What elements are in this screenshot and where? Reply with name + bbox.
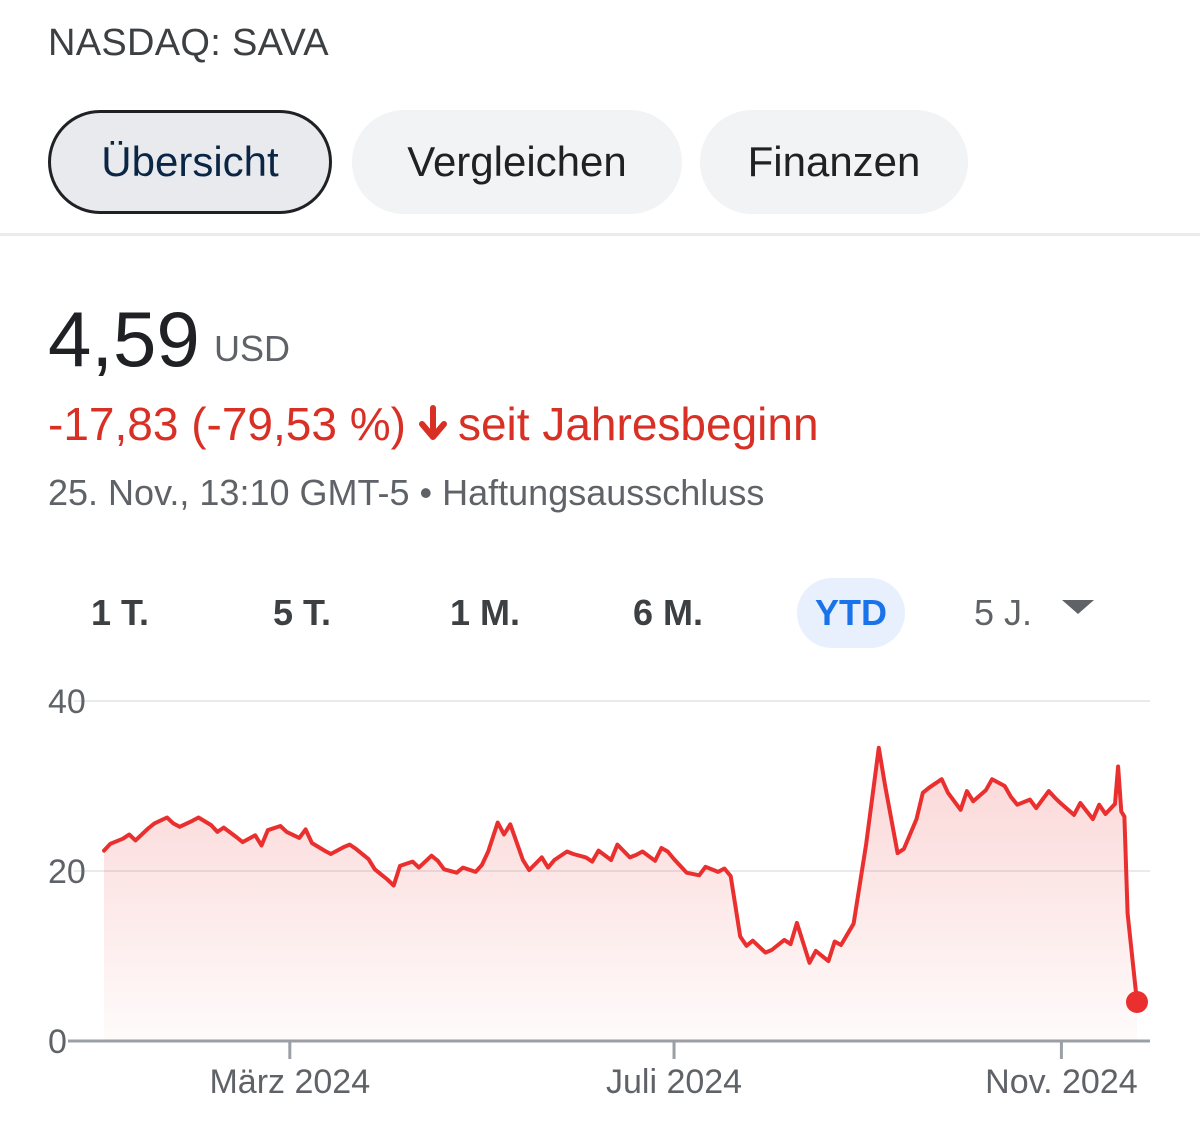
price-change-line: -17,83 (-79,53 %) seit Jahresbeginn: [48, 396, 819, 452]
x-tick-label: März 2024: [209, 1063, 370, 1101]
x-tick-label: Nov. 2024: [985, 1063, 1137, 1101]
y-tick-label: 40: [48, 683, 86, 721]
change-period: seit Jahresbeginn: [457, 398, 819, 450]
tab-overview[interactable]: Übersicht: [48, 110, 332, 214]
quote-meta: 25. Nov., 13:10 GMT-5 • Haftungsausschlu…: [48, 472, 764, 514]
tab-financials[interactable]: Finanzen: [700, 110, 968, 214]
price-currency: USD: [214, 328, 291, 369]
y-tick-label: 0: [48, 1023, 67, 1061]
price-chart[interactable]: 0 20 40 März 2024 Juli 2024 Nov. 2024: [0, 660, 1200, 1130]
ticker-symbol: NASDAQ: SAVA: [48, 22, 329, 64]
header-divider: [0, 233, 1200, 236]
range-1-day[interactable]: 1 T.: [90, 592, 150, 633]
tab-compare[interactable]: Vergleichen: [352, 110, 682, 214]
meta-separator: •: [419, 472, 433, 513]
last-price-marker[interactable]: [1126, 990, 1148, 1013]
price-area-fill: [104, 747, 1137, 1041]
price-line: [102, 745, 1139, 1004]
current-price: 4,59: [48, 295, 200, 383]
range-ytd[interactable]: YTD: [797, 578, 905, 648]
x-tick-label: Juli 2024: [606, 1063, 742, 1101]
price-change: -17,83 (-79,53 %): [48, 398, 406, 450]
chevron-down-icon[interactable]: [1062, 600, 1094, 614]
quote-timestamp: 25. Nov., 13:10 GMT-5: [48, 472, 410, 513]
range-5-days[interactable]: 5 T.: [272, 592, 332, 633]
range-6-months[interactable]: 6 M.: [632, 592, 703, 633]
range-5-years[interactable]: 5 J.: [973, 592, 1033, 633]
arrow-down-icon: [418, 405, 447, 440]
disclaimer-link[interactable]: Haftungsausschluss: [442, 472, 765, 513]
y-tick-label: 20: [48, 853, 86, 891]
range-1-month[interactable]: 1 M.: [449, 592, 520, 633]
